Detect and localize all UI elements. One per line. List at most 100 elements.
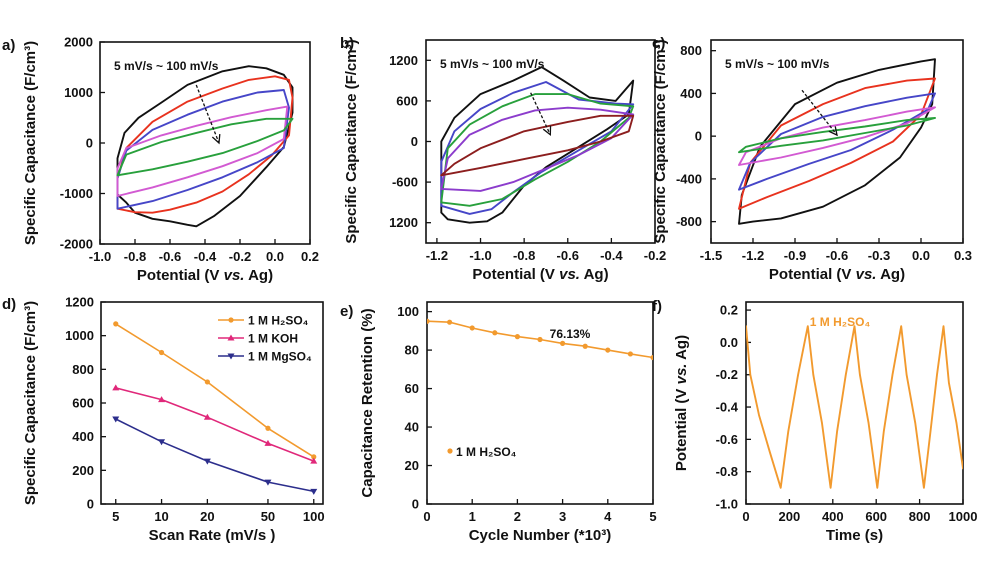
- x-tick-label: -1.2: [426, 248, 448, 263]
- x-tick-label: -0.9: [784, 248, 806, 263]
- data-marker: [227, 334, 235, 341]
- y-axis-label: Capacitance Retention (%): [359, 308, 376, 497]
- x-tick-label: 0.3: [954, 248, 972, 263]
- x-tick-label: -0.4: [600, 248, 623, 263]
- x-tick-label: -0.8: [124, 249, 146, 264]
- series-line: [116, 89, 290, 210]
- y-tick-label: -0.6: [716, 432, 738, 447]
- series-line: [114, 387, 315, 462]
- legend-label: 1 M H₂SO₄: [456, 445, 517, 459]
- arrow-head: [542, 125, 552, 137]
- label-part: Potential (V: [673, 384, 690, 471]
- legend-label: 1 M H₂SO₄: [248, 314, 309, 328]
- x-tick-label: 10: [154, 509, 168, 524]
- data-point: [650, 354, 653, 361]
- panel-label: a): [2, 37, 15, 54]
- data-point: [492, 330, 498, 336]
- label-part: Potential (V: [472, 266, 559, 283]
- y-tick-label: 800: [72, 362, 94, 377]
- panel-label: f): [652, 298, 662, 315]
- data-area: [116, 65, 294, 228]
- y-tick-label: 400: [72, 429, 94, 444]
- y-tick-label: 600: [396, 93, 418, 108]
- panel-label: c): [652, 35, 665, 52]
- series-line: [440, 93, 635, 207]
- legend-label: 1 M KOH: [248, 332, 298, 346]
- y-tick-label: 0: [412, 497, 419, 512]
- panel-label: d): [2, 296, 16, 313]
- x-tick-label: 50: [261, 509, 275, 524]
- x-tick-label: -0.6: [557, 248, 579, 263]
- scan-rate-annotation: 5 mV/s ~ 100 mV/s: [440, 57, 545, 71]
- x-axis-label: Potential (V vs. Ag): [472, 266, 608, 283]
- data-area: [440, 66, 635, 224]
- y-axis-label: Specific Capacitance (F/cm³): [652, 39, 669, 243]
- y-axis-label: Potential (V vs. Ag): [673, 335, 690, 471]
- y-tick-label: 1200: [389, 215, 418, 230]
- panel-label: b): [340, 35, 354, 52]
- y-tick-label: 20: [405, 458, 419, 473]
- legend-label: 1 M MgSO₄: [248, 350, 312, 364]
- data-marker: [158, 439, 166, 446]
- label-part: Ag): [673, 335, 690, 364]
- series-line: [114, 418, 315, 493]
- data-point: [469, 325, 475, 331]
- series-line: [116, 75, 294, 214]
- x-tick-label: 2: [514, 509, 521, 524]
- arrow-head: [828, 126, 838, 137]
- data-area: [112, 321, 318, 495]
- y-axis-label: Specific Capacitance (F/cm³): [22, 301, 39, 505]
- x-tick-label: -0.2: [644, 248, 666, 263]
- scan-rate-annotation: 5 mV/s ~ 100 mV/s: [114, 59, 219, 73]
- y-axis-label: Specific Capacitance (F/cm³): [343, 39, 360, 243]
- plot-frame: [426, 301, 654, 505]
- data-marker: [310, 488, 318, 495]
- scan-rate-annotation: 5 mV/s ~ 100 mV/s: [725, 57, 830, 71]
- x-tick-label: 0.0: [266, 249, 284, 264]
- data-point: [560, 340, 566, 346]
- data-marker: [310, 457, 318, 464]
- y-tick-label: 0: [695, 129, 702, 144]
- label-part: Potential (V: [137, 267, 224, 284]
- series-line: [440, 106, 635, 192]
- x-tick-label: -1.0: [469, 248, 491, 263]
- label-part: Potential (V: [769, 266, 856, 283]
- data-marker: [265, 425, 271, 431]
- x-tick-label: 5: [649, 509, 656, 524]
- data-marker: [227, 353, 235, 360]
- data-point: [537, 336, 543, 343]
- y-tick-label: 0.0: [720, 335, 738, 350]
- y-tick-label: -400: [676, 171, 702, 186]
- series-line: [116, 117, 294, 177]
- x-tick-label: -0.6: [159, 249, 181, 264]
- y-tick-label: -800: [676, 214, 702, 229]
- arrow-head: [211, 134, 221, 145]
- data-point: [514, 334, 521, 340]
- series-line: [738, 117, 936, 154]
- scan-rate-arrow: [801, 89, 838, 136]
- panel-b: b) -1.2 -1.0 -0.8 -0.6 -0.4 -0.2 1200 -600 0 600 12…: [340, 35, 666, 283]
- x-tick-label: -1.5: [700, 248, 722, 263]
- panel-label: e): [340, 303, 353, 320]
- x-tick-label: 20: [200, 509, 214, 524]
- data-marker: [112, 416, 120, 423]
- panel-c: c) -1.5 -1.2 -0.9 -0.6 -0.3 0.0 0.3 -800 -400 0 400…: [652, 35, 972, 283]
- x-tick-label: 1000: [949, 509, 978, 524]
- y-tick-label: -0.4: [716, 400, 739, 415]
- data-marker: [311, 454, 317, 460]
- x-axis-label: Scan Rate (mV/s ): [149, 527, 276, 544]
- data-point: [627, 351, 634, 357]
- y-tick-label: 2000: [64, 35, 93, 50]
- label-part: vs.: [559, 266, 580, 283]
- y-tick-label: 200: [72, 463, 94, 478]
- x-tick-label: 4: [604, 509, 612, 524]
- data-point: [427, 318, 430, 324]
- series-line: [116, 65, 294, 228]
- data-marker: [203, 458, 211, 465]
- data-point: [605, 347, 611, 353]
- panel-e: e) 0 1 2 3 4 5 0 20 40 60 80 100 Cycle Number (*10³) C…: [340, 301, 657, 544]
- y-tick-label: -1000: [60, 186, 93, 201]
- y-tick-label: -0.2: [716, 367, 738, 382]
- label-part: vs.: [856, 266, 877, 283]
